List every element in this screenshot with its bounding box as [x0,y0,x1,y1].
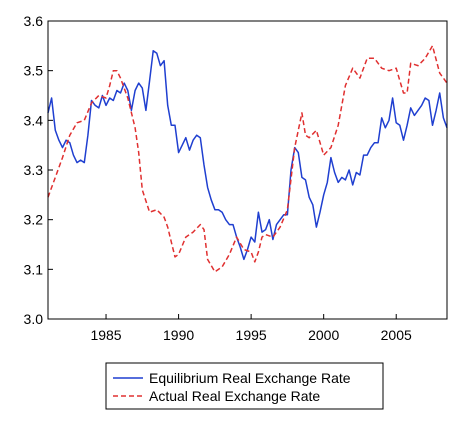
x-tick-label: 1985 [90,327,121,343]
legend-box [105,362,384,410]
y-tick-label: 3.0 [24,311,44,327]
x-tick-label: 2005 [381,327,412,343]
y-axis-tick-labels: 3.0 3.1 3.2 3.3 3.4 3.5 3.6 [24,13,44,327]
x-axis-tick-labels: 1985 1990 1995 2000 2005 [90,327,412,343]
y-tick-label: 3.6 [24,13,44,29]
y-tick-label: 3.1 [24,261,44,277]
legend-label-actual: Actual Real Exchange Rate [149,388,320,404]
y-tick-label: 3.3 [24,162,44,178]
legend: Equilibrium Real Exchange Rate Actual Re… [105,362,384,410]
x-tick-label: 2000 [308,327,339,343]
series-line-equilibrium [47,50,448,261]
axis-tick-marks [48,20,397,320]
x-tick-label: 1995 [236,327,267,343]
series-line-actual [47,45,448,273]
y-tick-label: 3.2 [24,212,44,228]
y-tick-label: 3.5 [24,63,44,79]
series-lines [47,45,448,273]
x-tick-label: 1990 [163,327,194,343]
y-tick-label: 3.4 [24,112,44,128]
legend-label-equilibrium: Equilibrium Real Exchange Rate [149,370,351,386]
plot-area-frame [47,20,448,320]
